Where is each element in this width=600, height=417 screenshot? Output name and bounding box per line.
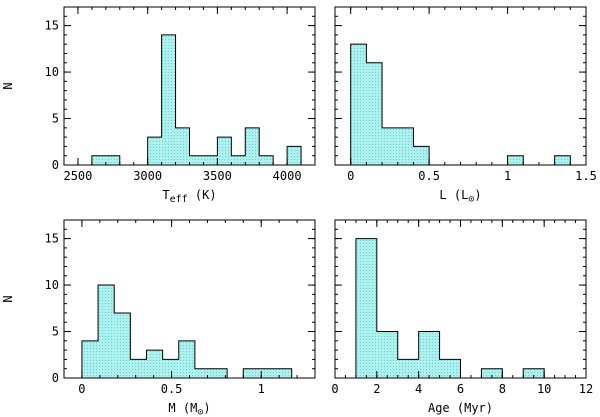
x-tick-label: 4000 [273,169,302,183]
x-tick-label: 6 [457,382,464,396]
x-tick-label: 3000 [133,169,162,183]
y-tick-label: 10 [45,278,59,292]
histogram-bar [287,146,302,165]
histogram-bar [81,340,99,378]
histogram-outline [91,34,302,166]
x-tick-label: 4 [415,382,422,396]
x-label-close: ) [474,188,481,202]
panel-1: 2500 3000 3500 4000 0 5 10 15 N Teff (K) [1,6,316,205]
x-label-main: M (M [168,401,197,415]
histogram-outline [81,284,293,379]
histogram-bar [161,34,176,165]
y-axis-label: N [1,295,15,302]
histogram-bar [217,137,232,165]
histogram-bar [507,155,524,165]
histogram-bar [259,155,274,165]
histogram-bar [203,155,218,165]
x-label-subscript: eff [170,194,188,205]
x-tick-label: 12 [579,382,593,396]
histogram-bar [523,368,545,378]
histogram-bar [245,127,260,165]
histogram-bar [382,127,398,165]
histogram-bar [146,350,163,378]
x-tick-label: 1 [504,169,511,183]
histogram-bar [114,312,131,378]
x-tick-label: 0.5 [418,169,440,183]
y-tick-label: 15 [45,232,59,246]
histogram-bar [439,359,461,378]
y-tick-label: 0 [52,158,59,172]
x-label-main: Age (Myr) [428,401,493,415]
x-tick-label: 0 [331,382,338,396]
y-tick-label: 5 [52,325,59,339]
histogram-bar [397,359,419,378]
panel-2: 0 0.5 1 1.5 L (L⊙) [334,6,597,205]
histogram-bar [418,331,440,378]
y-tick-label: 10 [45,65,59,79]
histogram-bar [178,340,195,378]
histogram-bar [376,331,398,378]
histogram-bar [355,238,377,378]
x-tick-label: 1 [258,382,265,396]
histogram-bar [98,285,115,378]
y-tick-label: 15 [45,19,59,33]
y-tick-label: 0 [52,371,59,385]
x-label-close: ) [203,401,210,415]
histogram-bar [350,44,367,166]
x-tick-label: 8 [499,382,506,396]
histogram-bar [397,127,414,165]
x-tick-label: 0 [347,169,354,183]
histogram-bar [105,155,120,165]
histogram-bar [481,368,503,378]
histogram-bar [91,155,106,165]
x-tick-label: 1.5 [575,169,597,183]
x-label-unit: (K) [195,188,217,202]
x-label-space [188,188,195,202]
histogram-bar [189,155,204,165]
x-tick-label: 10 [537,382,551,396]
histogram-bar [211,368,228,378]
histogram-bar [275,368,292,378]
x-label-main: T [162,188,169,202]
x-tick-label: 2500 [63,169,92,183]
x-tick-label: 0.5 [161,382,183,396]
histogram-bar [554,155,571,165]
x-axis-label: M (M⊙) [168,401,210,417]
x-label-main: L (L [439,188,468,202]
histogram-bar [175,127,190,165]
x-axis-label: Teff (K) [162,188,216,205]
sun-symbol-icon: ⊙ [197,407,203,417]
histogram-bar [194,368,212,378]
x-tick-label: 0 [78,382,85,396]
histogram-bar [130,359,147,378]
histogram-bar [366,62,383,165]
y-axis-label: N [1,82,15,89]
histogram-bar [243,368,260,378]
histogram-bar [162,359,179,378]
histogram-bar [413,146,430,165]
x-tick-label: 2 [373,382,380,396]
histogram-bar [147,137,162,165]
histogram-bar [259,368,276,378]
panel-4: 0 2 4 6 8 10 12 Age (Myr) [331,219,593,415]
x-tick-label: 3500 [203,169,232,183]
y-tick-label: 5 [52,112,59,126]
histogram-bar [231,155,246,165]
x-axis-label: L (L⊙) [439,188,481,205]
x-axis-label: Age (Myr) [428,401,493,415]
sun-symbol-icon: ⊙ [468,194,474,205]
